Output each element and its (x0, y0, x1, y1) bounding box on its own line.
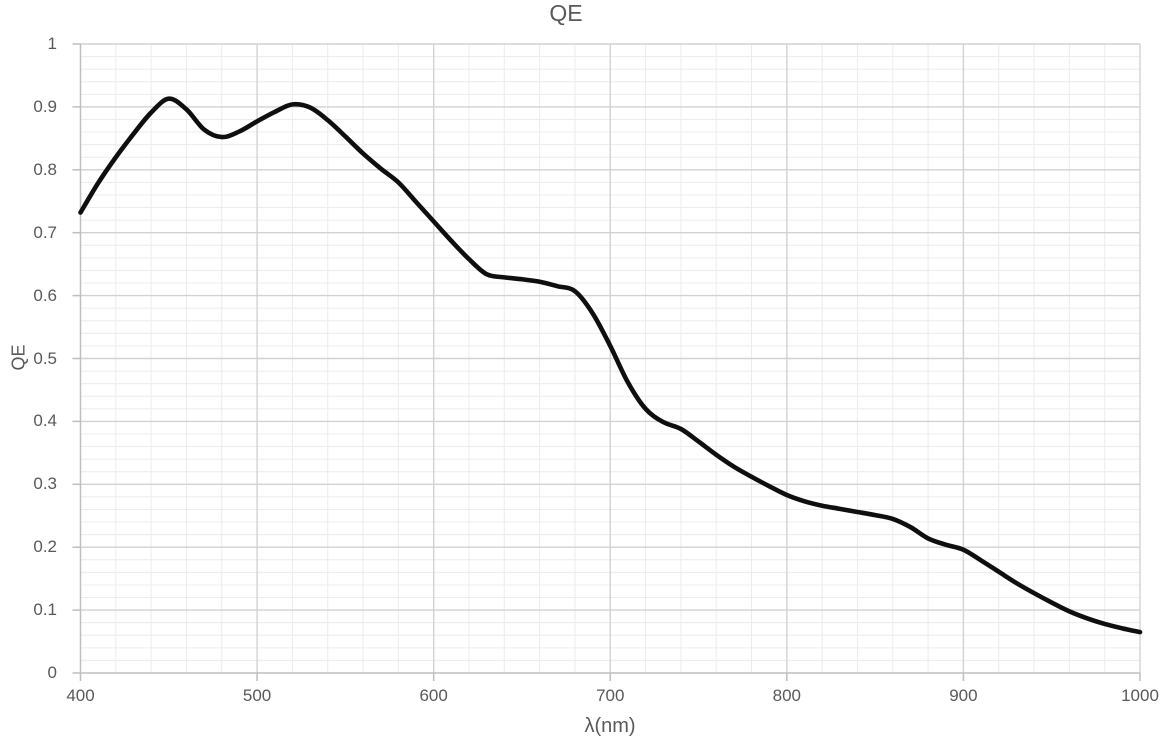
series-line-qe (78, 96, 1143, 635)
x-tick-label: 700 (596, 686, 625, 705)
y-tick-label: 0 (47, 663, 57, 682)
y-tick-label: 0.3 (33, 474, 57, 494)
major-gridlines (80, 43, 1141, 673)
y-tick-label: 0.1 (33, 600, 57, 620)
x-tick-label: 1000 (1121, 686, 1159, 705)
x-tick-label: 900 (949, 686, 978, 705)
x-tick-label: 800 (772, 686, 802, 705)
y-tick-label: 0.5 (33, 348, 57, 368)
x-axis-title: λ(nm) (584, 715, 636, 737)
y-tick-label: 0.7 (33, 222, 57, 242)
x-tick-label: 600 (419, 686, 448, 705)
y-tick-label: 0.4 (33, 411, 57, 431)
y-tick-label: 0.8 (33, 159, 57, 179)
y-tick-label: 1 (47, 34, 57, 53)
x-tick-label: 500 (242, 686, 272, 705)
y-tick-label: 0.2 (33, 537, 57, 557)
y-tick-label: 0.9 (33, 96, 57, 116)
series-lines (78, 96, 1143, 635)
chart-title: QE (549, 0, 583, 26)
x-tick-label: 400 (66, 686, 95, 705)
y-tick-label: 0.6 (33, 285, 57, 305)
tick-marks (72, 43, 1141, 681)
